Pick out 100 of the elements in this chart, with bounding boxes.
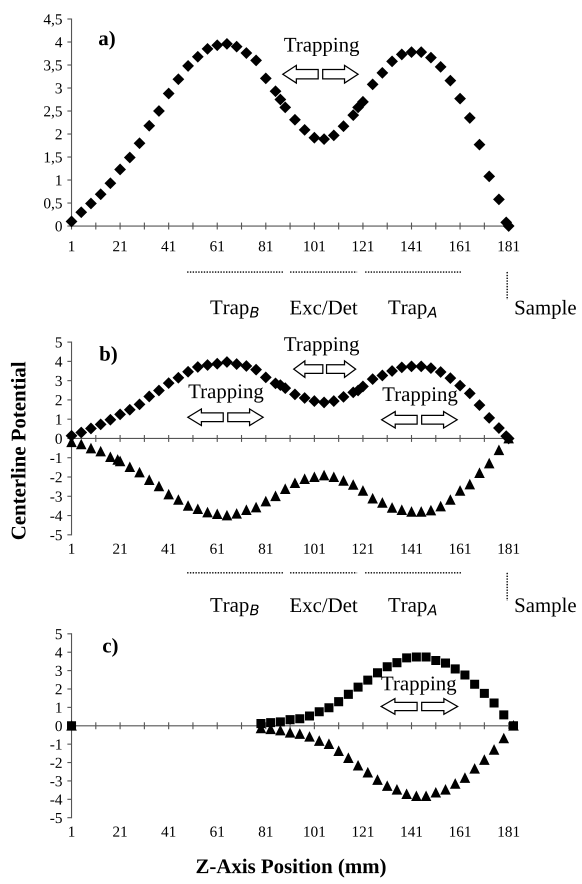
x-tick-label: 41 — [161, 826, 176, 837]
point — [406, 46, 418, 58]
point — [260, 496, 271, 506]
annotation: c) — [103, 638, 118, 657]
point — [436, 502, 446, 512]
point — [232, 508, 242, 519]
y-tick-label: 3 — [56, 666, 62, 676]
y-tick-label: 0 — [55, 720, 62, 732]
point — [440, 658, 450, 668]
point — [344, 753, 354, 763]
y-tick-label: 4 — [55, 37, 62, 48]
point — [144, 390, 155, 402]
point — [172, 372, 184, 384]
point — [308, 395, 320, 407]
point — [270, 491, 280, 502]
point — [435, 366, 446, 378]
point — [104, 178, 116, 189]
point — [484, 458, 494, 468]
point — [493, 422, 505, 434]
point — [406, 360, 418, 372]
x-tick-label: 141 — [401, 544, 422, 554]
point — [114, 408, 126, 420]
point — [231, 41, 242, 52]
point — [299, 124, 310, 136]
point — [450, 779, 460, 789]
point — [95, 418, 106, 430]
x-tick-label: 141 — [401, 826, 422, 837]
point — [222, 510, 232, 520]
point — [240, 360, 252, 372]
x-tick-label: 121 — [352, 241, 374, 252]
y-tick-label: 2,5 — [44, 106, 62, 119]
x-tick-label: 61 — [210, 826, 224, 837]
x-tick-label: 101 — [304, 826, 325, 837]
y-tick-label: -4 — [50, 510, 62, 521]
x-tick-label: 161 — [450, 826, 471, 837]
point — [182, 366, 194, 378]
point — [86, 444, 96, 454]
point — [192, 51, 204, 62]
point — [163, 378, 174, 389]
point — [304, 732, 314, 742]
annotation: b) — [99, 346, 117, 366]
point — [240, 47, 252, 59]
x-axis-title: Z-Axis Position (mm) — [196, 858, 386, 878]
x-tick-label: 41 — [161, 241, 176, 252]
point — [308, 132, 320, 144]
point — [396, 505, 407, 516]
point — [435, 61, 446, 72]
point — [328, 472, 339, 482]
point — [376, 67, 388, 78]
y-tick-label: 2 — [56, 129, 62, 140]
point — [202, 43, 214, 55]
point — [300, 474, 310, 484]
point — [353, 760, 363, 771]
point — [363, 676, 372, 685]
point — [202, 359, 214, 371]
point — [489, 744, 499, 755]
point — [440, 784, 450, 795]
point — [242, 505, 252, 516]
y-tick-label: 4,5 — [44, 14, 62, 27]
point — [450, 664, 460, 674]
y-tick-label: -3 — [50, 491, 62, 502]
point — [221, 38, 233, 50]
point — [114, 164, 126, 176]
point — [280, 382, 291, 394]
point — [338, 476, 348, 486]
x-tick-label: 101 — [304, 241, 325, 252]
x-tick-label: 41 — [161, 544, 176, 554]
text: Sample — [516, 300, 576, 319]
point — [352, 102, 364, 113]
text: Exc/Det — [290, 598, 358, 612]
y-tick-label: -5 — [50, 812, 62, 824]
point — [124, 462, 135, 472]
point — [446, 495, 456, 505]
point — [406, 507, 416, 517]
point — [484, 412, 495, 424]
y-tick-label: -2 — [50, 758, 62, 768]
point — [474, 400, 486, 411]
point — [260, 72, 272, 84]
y-tick-label: 4 — [55, 356, 62, 367]
point — [464, 480, 475, 490]
y-axis-title: Centerline Potential — [10, 362, 26, 540]
x-tick-label: 181 — [498, 544, 520, 554]
x-tick-label: 81 — [258, 241, 273, 252]
y-tick-label: 0 — [55, 434, 62, 444]
point — [460, 670, 470, 680]
point — [153, 105, 165, 117]
point — [310, 472, 320, 482]
text: Trap$_{A}$ — [388, 598, 436, 616]
annotation: Trapping — [381, 676, 456, 695]
point — [422, 652, 431, 662]
point — [183, 501, 193, 511]
point — [299, 392, 310, 404]
y-tick-label: -3 — [50, 776, 62, 786]
point — [479, 755, 490, 765]
point — [338, 391, 350, 402]
annotation: Trapping — [284, 337, 360, 356]
x-tick-label: 81 — [258, 544, 273, 554]
point — [416, 507, 426, 517]
point — [425, 52, 437, 64]
point — [251, 502, 261, 512]
